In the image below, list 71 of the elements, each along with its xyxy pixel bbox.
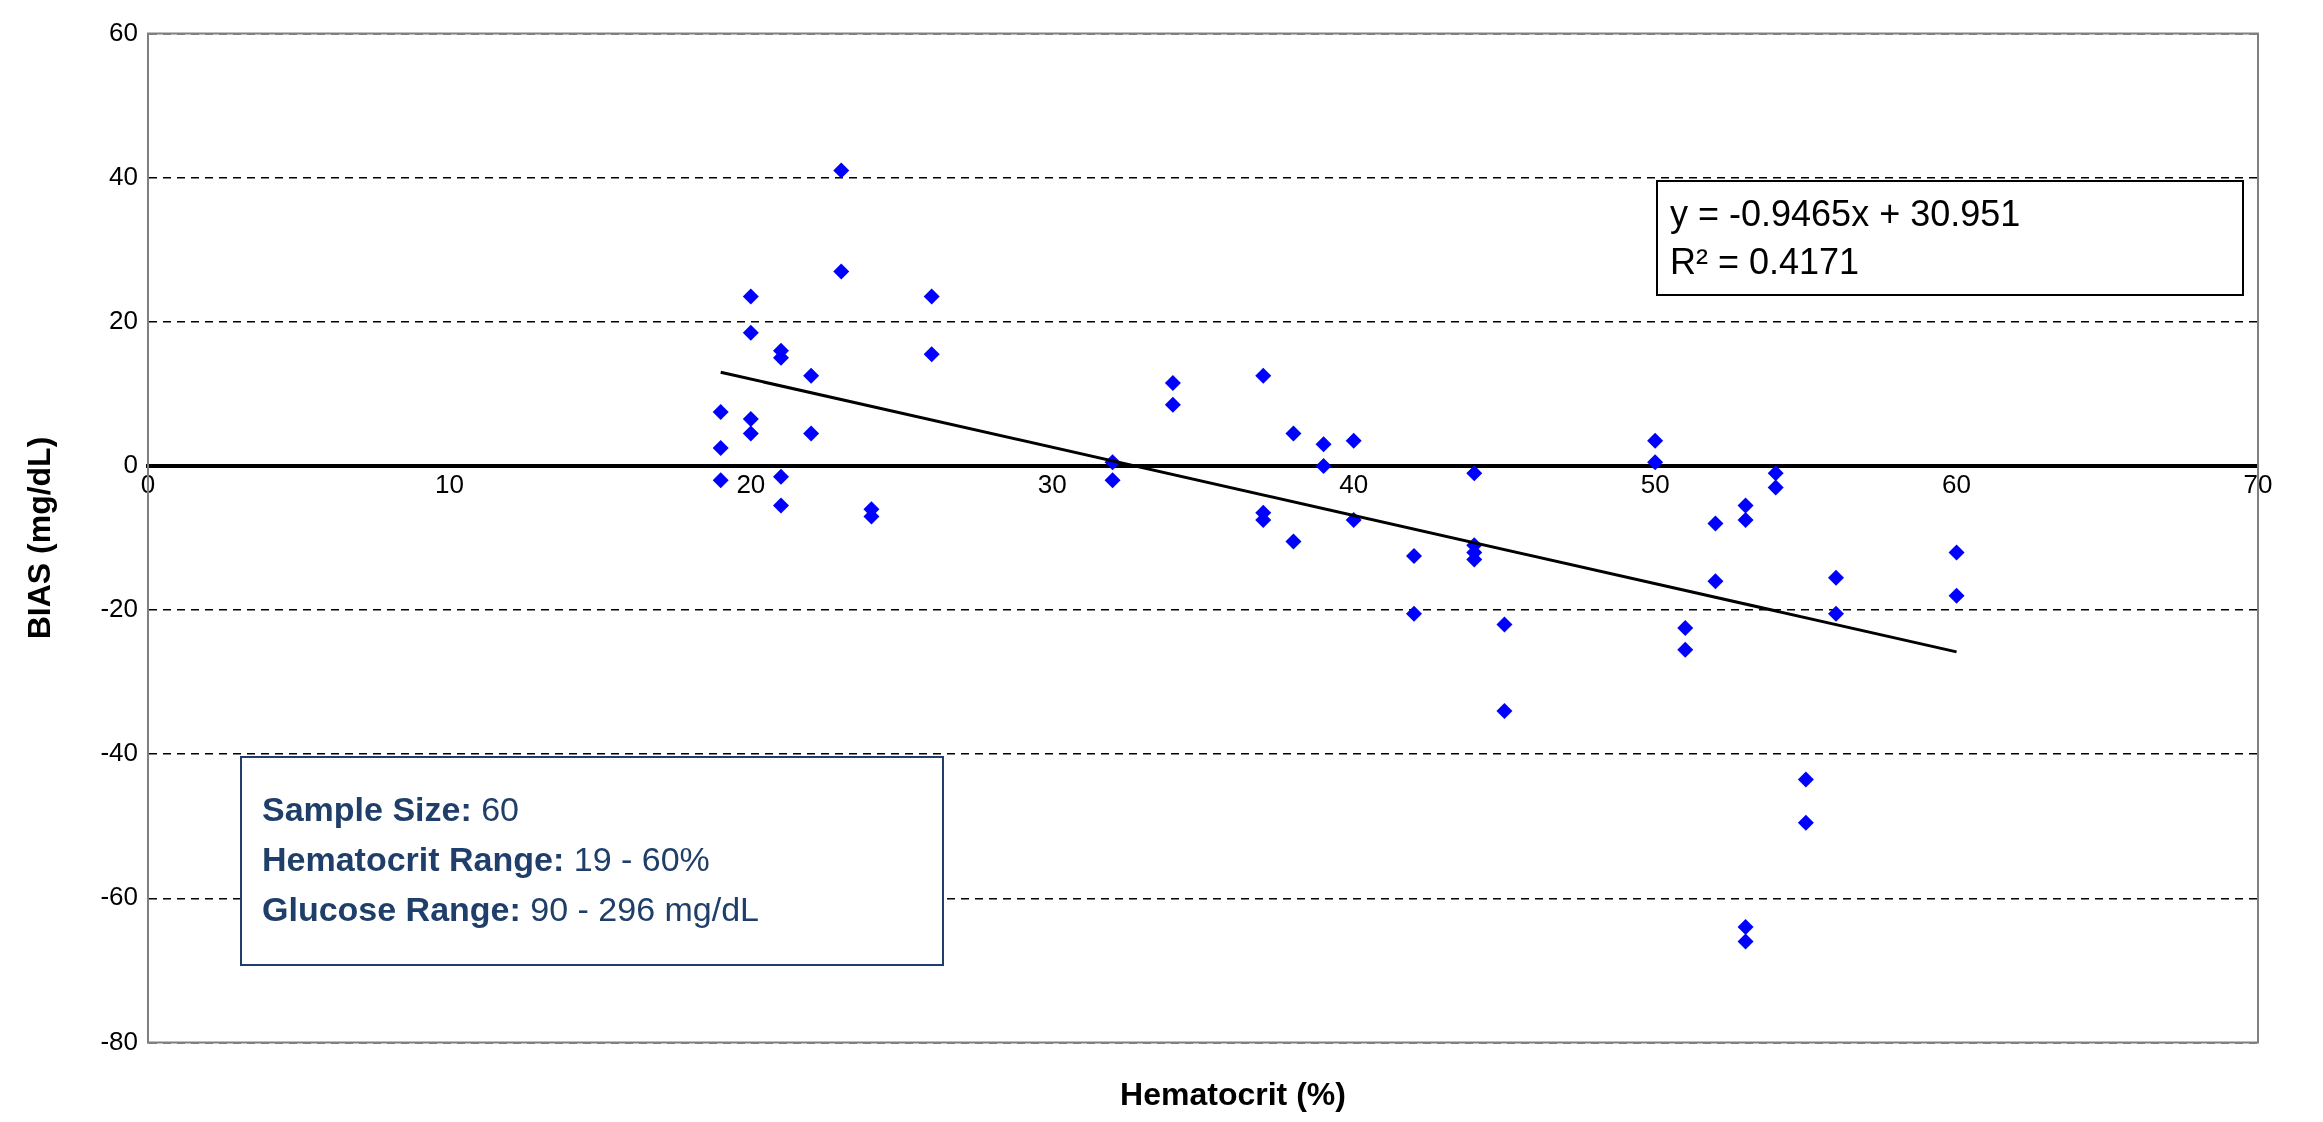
point	[772, 497, 789, 514]
point	[1737, 511, 1754, 528]
point	[1405, 548, 1422, 565]
y-tick-label: -40	[100, 737, 138, 768]
info-box: Sample Size: 60 Hematocrit Range: 19 - 60% Glucose Range: 90 - 296 mg/dL	[240, 756, 944, 966]
point	[923, 346, 940, 363]
point	[1828, 605, 1844, 622]
point	[1405, 605, 1422, 622]
point	[1496, 616, 1513, 633]
y-tick-label: -80	[100, 1025, 138, 1056]
point	[833, 162, 850, 179]
point	[1677, 641, 1694, 658]
point	[1677, 620, 1694, 637]
point	[1255, 367, 1272, 384]
point	[1164, 396, 1181, 413]
annotation: Sample Size: 60	[262, 790, 520, 828]
annotation: Hematocrit Range: 19 - 60%	[262, 840, 710, 878]
point	[1948, 587, 1965, 604]
point	[712, 403, 729, 420]
point	[833, 263, 850, 280]
point	[1767, 465, 1784, 482]
x-tick-label: 40	[1339, 468, 1369, 499]
point	[1707, 573, 1724, 590]
annotation: Glucose Range: 90 - 296 mg/dL	[262, 890, 759, 928]
x-tick-label: 30	[1037, 468, 1067, 499]
point	[742, 425, 759, 442]
point	[803, 367, 820, 384]
point	[1164, 375, 1181, 392]
point	[923, 288, 940, 305]
annotation: R² = 0.4171	[1670, 240, 1861, 284]
point	[742, 324, 759, 341]
x-tick-label: 10	[434, 468, 464, 499]
point	[803, 425, 820, 442]
y-tick-label: 40	[109, 160, 138, 191]
point	[1285, 533, 1302, 550]
point	[1315, 457, 1332, 474]
y-tick-label: 60	[109, 16, 138, 47]
point	[1737, 919, 1754, 936]
y-tick-label: 0	[123, 449, 138, 480]
y-tick-label: -20	[100, 593, 138, 624]
point	[1767, 479, 1784, 496]
point	[1797, 814, 1814, 831]
point	[742, 288, 759, 305]
annotation: y = -0.9465x + 30.951	[1670, 192, 2022, 236]
y-axis-title: BIAS (mg/dL)	[21, 436, 58, 640]
point	[1104, 472, 1121, 489]
x-tick-label: 50	[1640, 468, 1670, 499]
point	[1737, 497, 1754, 514]
point	[772, 468, 789, 485]
y-tick-label: -60	[100, 881, 138, 912]
point	[1737, 933, 1754, 950]
point	[1828, 569, 1844, 586]
point	[1707, 515, 1724, 532]
point	[1797, 771, 1814, 788]
point	[712, 439, 729, 456]
x-axis-title: Hematocrit (%)	[1119, 1076, 1347, 1113]
point	[1285, 425, 1302, 442]
x-tick-label: 60	[1942, 468, 1972, 499]
point	[1466, 465, 1483, 482]
point	[1647, 454, 1664, 471]
point	[1496, 702, 1513, 719]
point	[1647, 432, 1664, 449]
equation-box: y = -0.9465x + 30.951 R² = 0.4171	[1656, 180, 2244, 296]
point	[1948, 544, 1965, 561]
point	[742, 411, 759, 428]
x-tick-label: 20	[736, 468, 766, 499]
y-tick-label: 20	[109, 305, 138, 335]
x-tick-label: 70	[2243, 468, 2273, 499]
point	[1345, 432, 1362, 449]
point	[712, 472, 729, 489]
point	[1315, 436, 1332, 453]
